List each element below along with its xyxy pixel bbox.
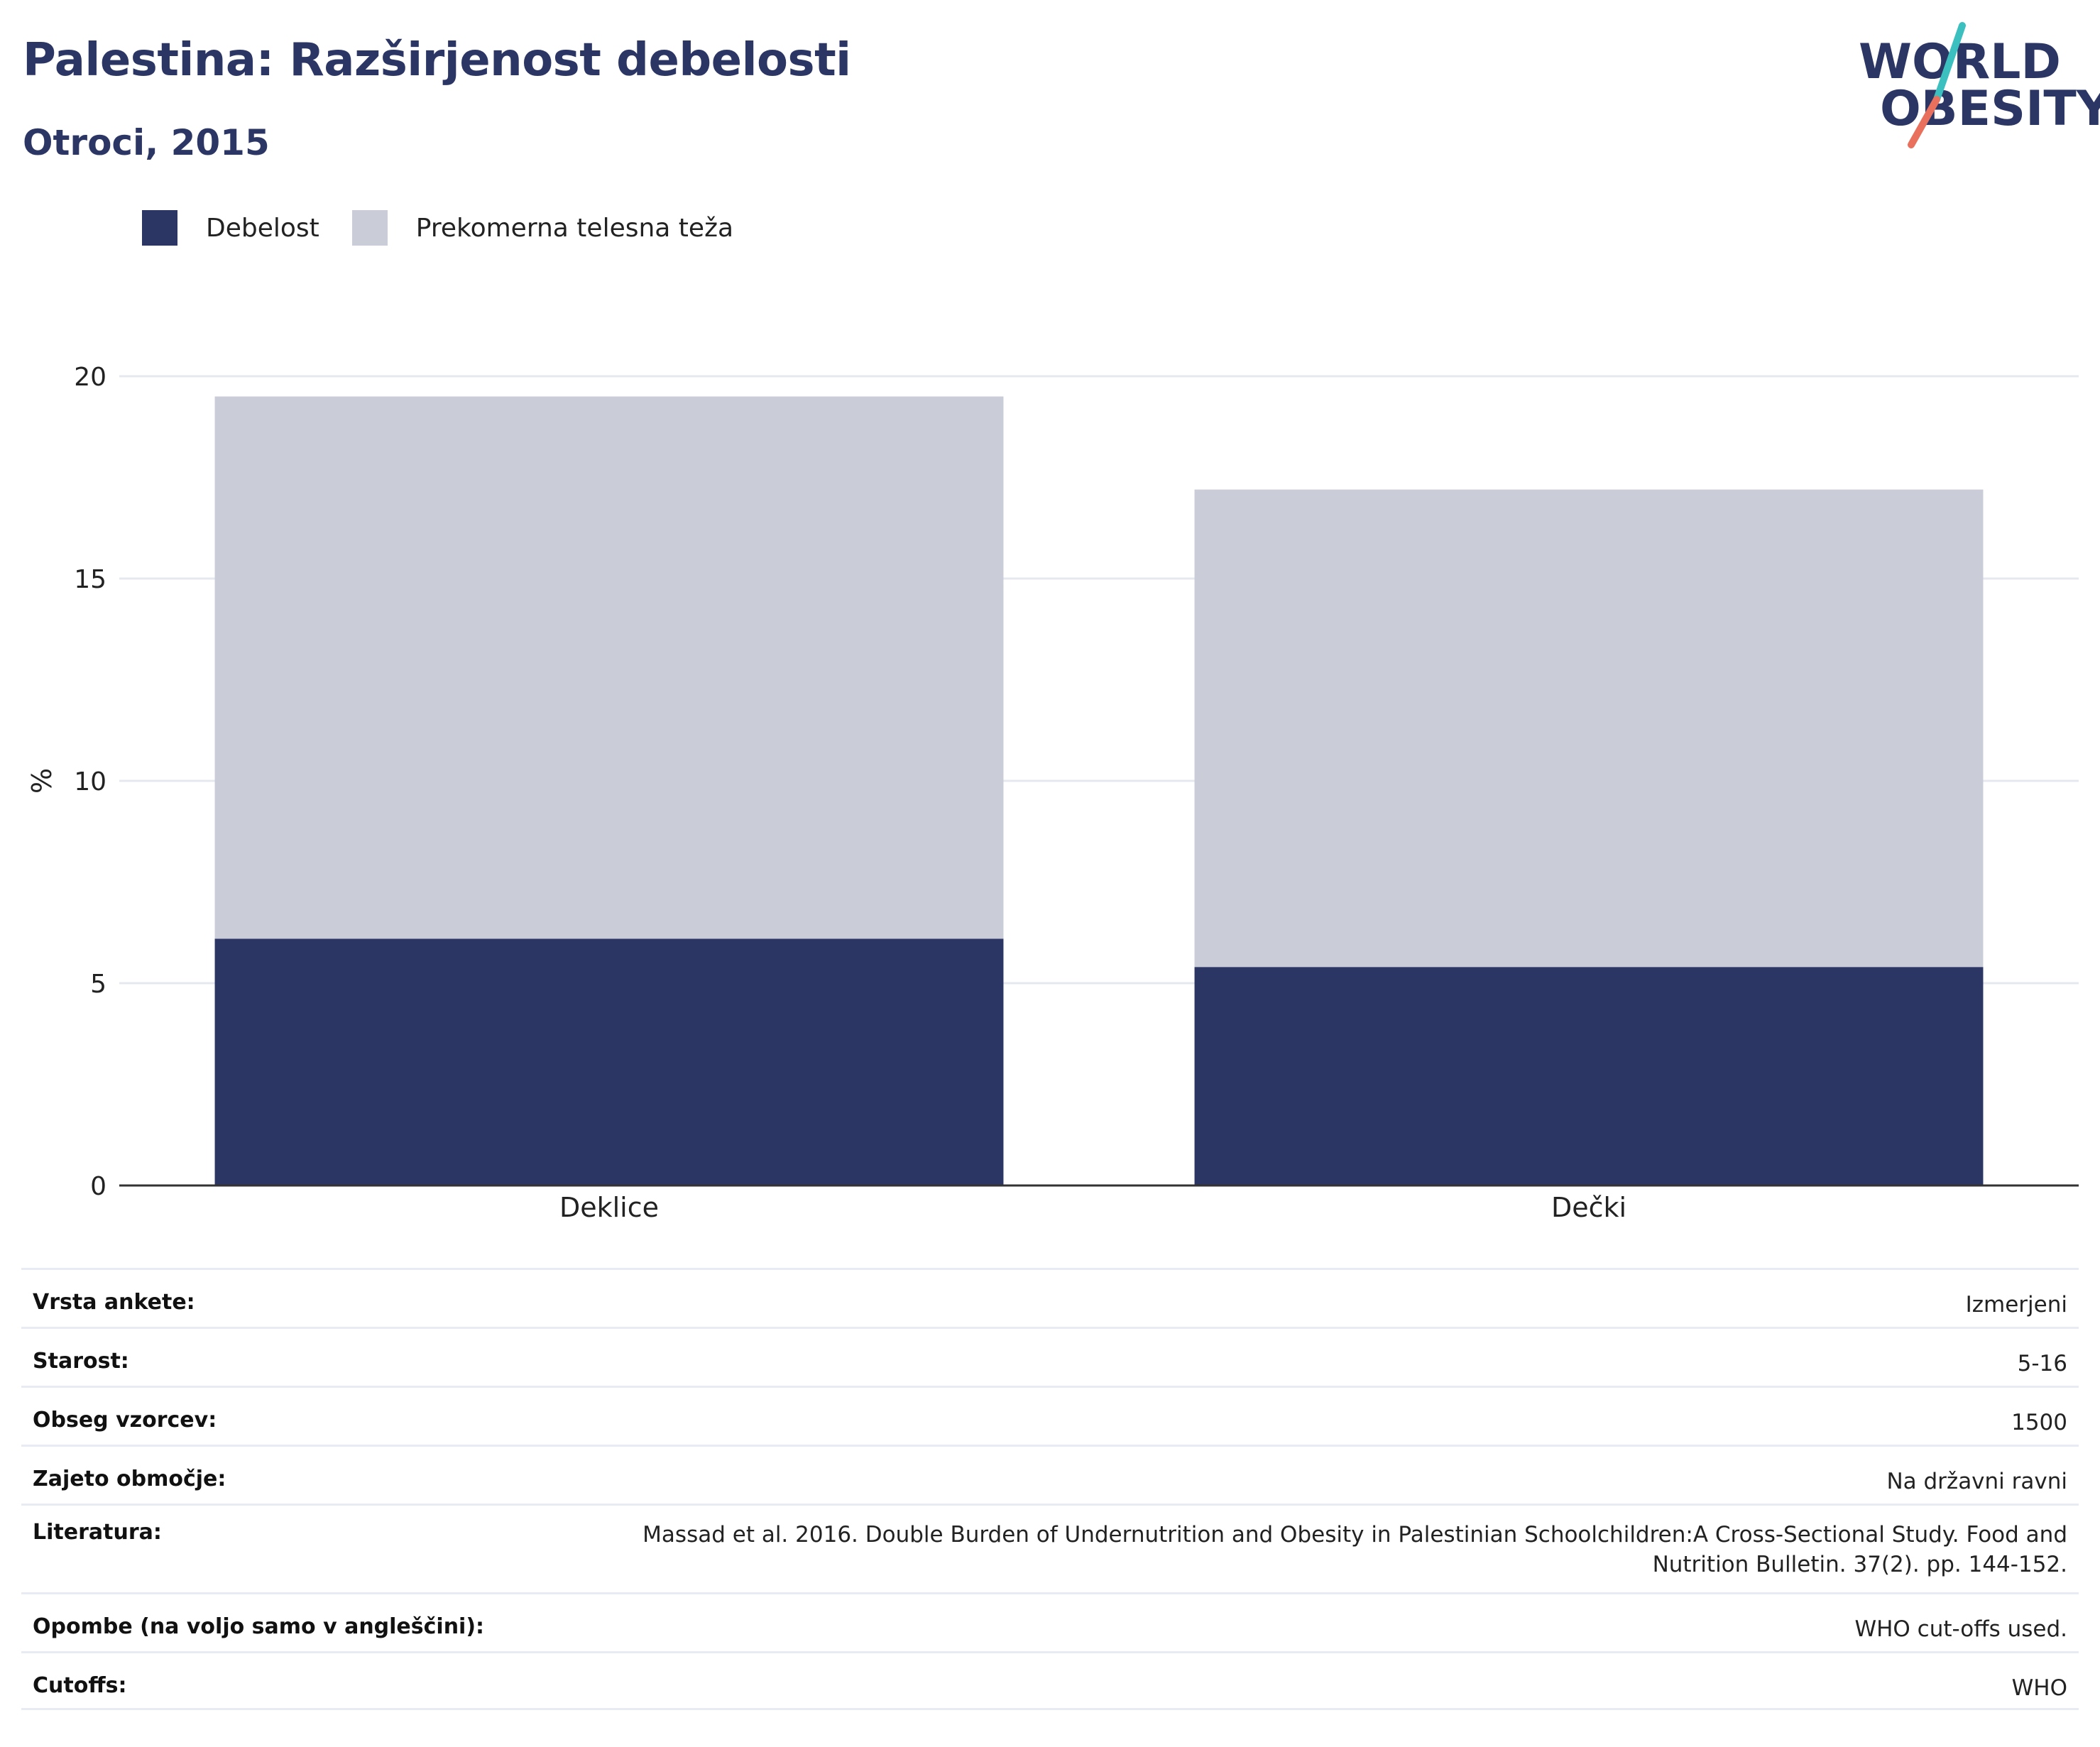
info-key: Obseg vzorcev: [33, 1408, 217, 1433]
info-row-cutoffs: Cutoffs: WHO [21, 1651, 2079, 1710]
info-key: Cutoffs: [33, 1673, 127, 1698]
info-key: Zajeto območje: [33, 1467, 226, 1491]
info-key: Starost: [33, 1349, 129, 1374]
info-value: WHO cut-offs used. [1854, 1616, 2067, 1642]
info-value: 1500 [2011, 1410, 2067, 1435]
y-tick-label: 20 [74, 363, 106, 392]
info-row-sample-size: Obseg vzorcev: 1500 [21, 1386, 2079, 1445]
logo-word-obesity: OBESITY [1880, 81, 2100, 137]
info-row-area: Zajeto območje: Na državni ravni [21, 1445, 2079, 1504]
info-row-notes: Opombe (na voljo samo v angleščini): WHO… [21, 1592, 2079, 1651]
chart-legend: Debelost Prekomerna telesna teža [142, 210, 766, 246]
bar-debelost-deklice [214, 938, 1004, 1185]
info-row-survey-type: Vrsta ankete: Izmerjeni [21, 1268, 2079, 1327]
legend-item-prekomerna[interactable]: Prekomerna telesna teža [351, 210, 734, 246]
legend-swatch-prekomerna [351, 210, 388, 246]
info-key: Literatura: [33, 1520, 162, 1545]
y-axis-title: % [26, 768, 58, 794]
info-value: Izmerjeni [1965, 1292, 2067, 1318]
world-obesity-logo: WORLD OBESITY [1846, 17, 2100, 152]
bar-prekomerna-dečki [1194, 489, 1984, 968]
bar-prekomerna-deklice [214, 396, 1004, 939]
y-tick-label: 5 [90, 970, 106, 999]
y-tick-label: 0 [90, 1172, 106, 1201]
y-tick-label: 15 [74, 565, 106, 594]
bar-debelost-dečki [1194, 967, 1984, 1185]
info-value: Na državni ravni [1886, 1469, 2067, 1494]
legend-label-prekomerna: Prekomerna telesna teža [415, 213, 734, 243]
info-key: Vrsta ankete: [33, 1290, 195, 1315]
info-key: Opombe (na voljo samo v angleščini): [33, 1614, 485, 1639]
x-tick-label: Dečki [1551, 1192, 1626, 1223]
logo-slash-icon [1908, 22, 1966, 148]
info-value: Massad et al. 2016. Double Burden of Und… [642, 1522, 2067, 1577]
survey-info-table: Vrsta ankete: Izmerjeni Starost: 5-16 Ob… [21, 1268, 2079, 1710]
x-tick-label: Deklice [559, 1192, 659, 1223]
chart-subtitle: Otroci, 2015 [23, 122, 270, 163]
logo-word-world: WORLD [1859, 34, 2061, 90]
chart-title: Palestina: Razširjenost debelosti [23, 34, 851, 87]
info-value: 5-16 [2017, 1351, 2067, 1376]
legend-swatch-debelost [142, 210, 177, 246]
legend-item-debelost[interactable]: Debelost [142, 210, 319, 246]
info-row-age: Starost: 5-16 [21, 1327, 2079, 1386]
legend-label-debelost: Debelost [206, 213, 319, 243]
bar-chart: 0 5 10 15 20% Deklice Dečki [26, 363, 2079, 1223]
info-row-literature: Literatura: Massad et al. 2016. Double B… [21, 1504, 2079, 1592]
info-value: WHO [2011, 1675, 2067, 1701]
y-tick-label: 10 [74, 767, 106, 796]
